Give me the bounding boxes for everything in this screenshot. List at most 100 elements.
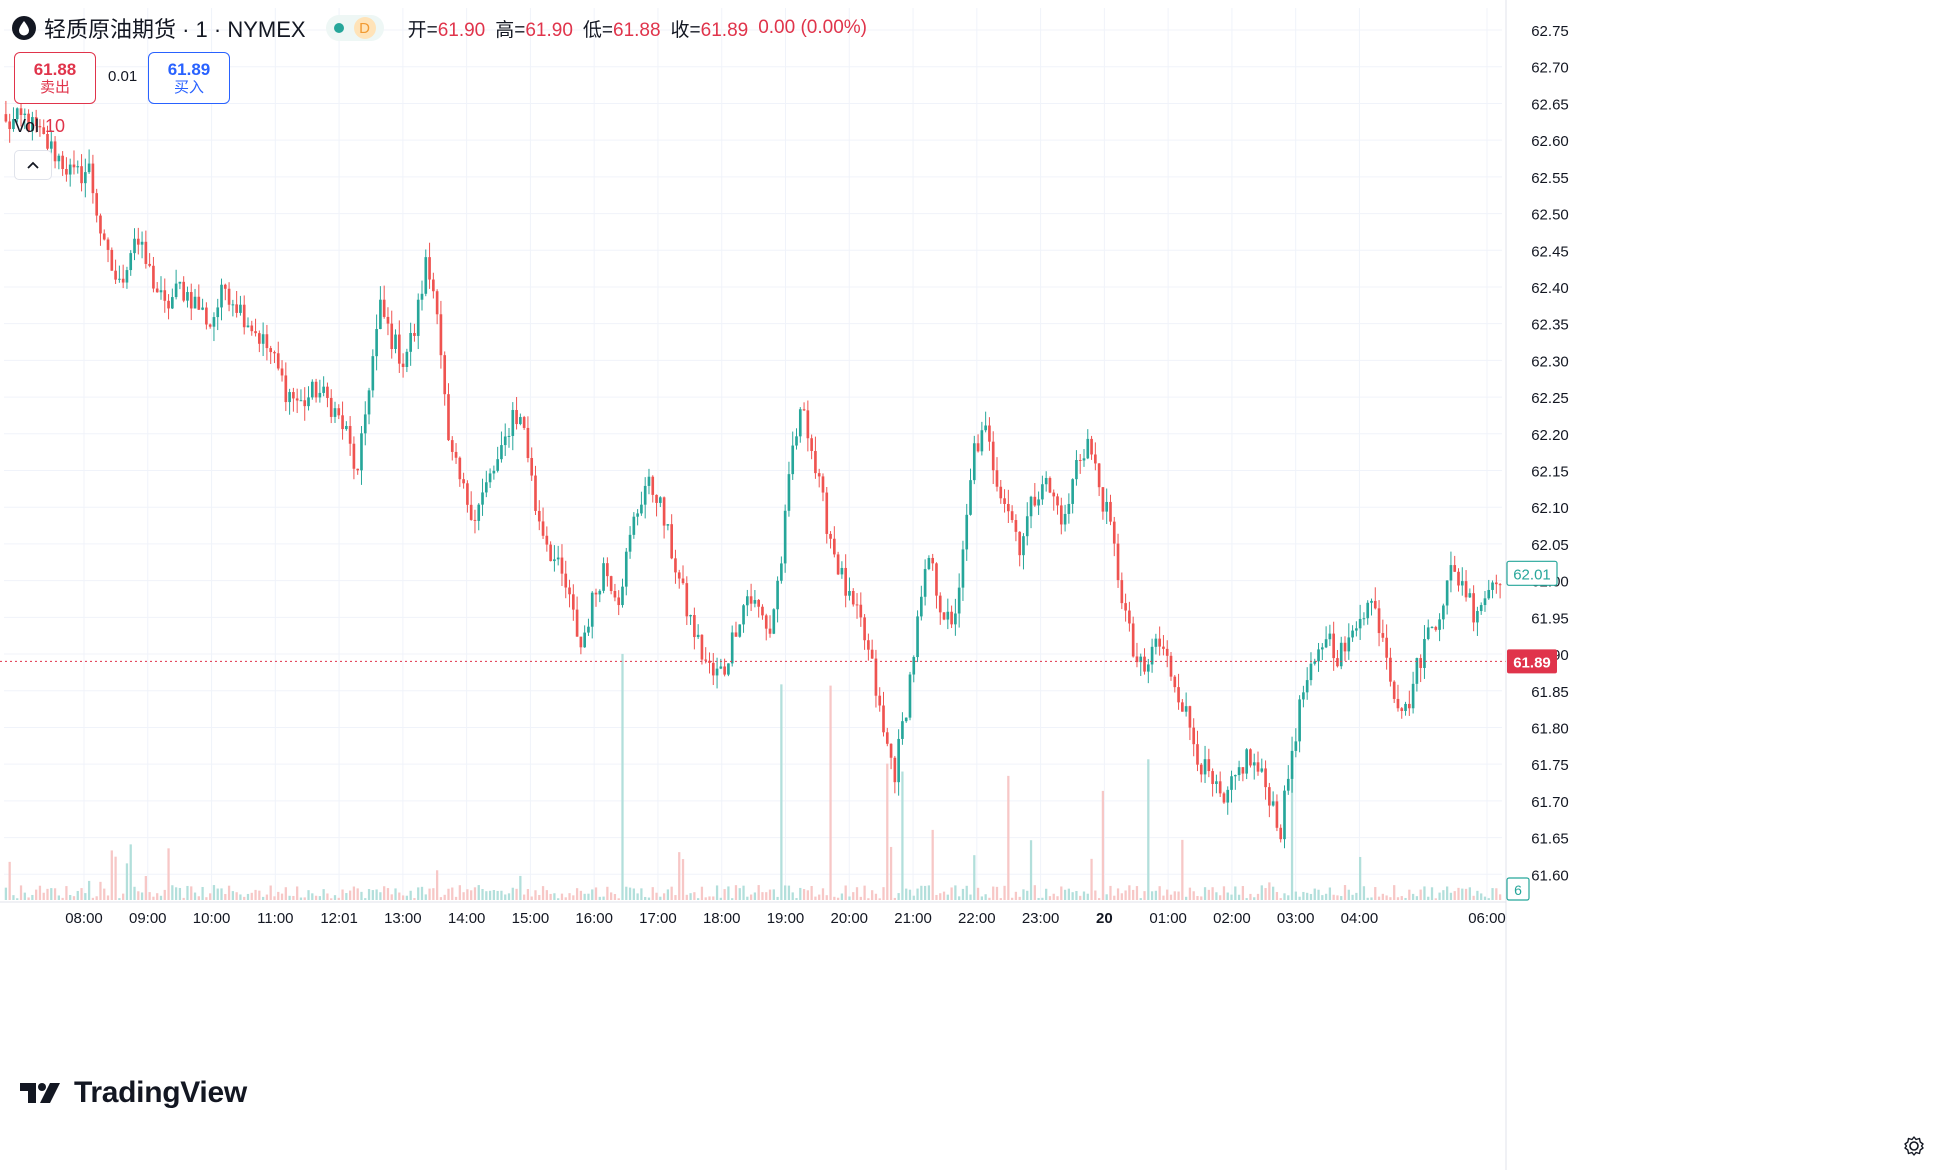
volume-bar: [946, 894, 949, 900]
candle: [1355, 621, 1358, 637]
volume-bar: [1143, 891, 1146, 900]
candle: [708, 652, 711, 674]
volume-bar: [1150, 891, 1154, 900]
candle: [205, 302, 208, 330]
candle: [1302, 685, 1305, 708]
volume-bar: [443, 894, 446, 900]
sell-label: 卖出: [39, 78, 70, 96]
volume-bar: [1321, 895, 1324, 900]
volume-bar: [912, 895, 915, 900]
volume-bar: [973, 855, 976, 900]
volume-bar: [261, 896, 265, 900]
candle: [1256, 751, 1260, 776]
buy-button[interactable]: 61.89 买入: [148, 52, 230, 104]
volume-bar: [1169, 894, 1173, 900]
volume-bar: [1045, 888, 1048, 900]
candle: [863, 614, 866, 650]
volume-bar: [432, 888, 435, 900]
volume-bar: [1166, 889, 1169, 900]
candle: [114, 259, 117, 285]
candle: [492, 465, 496, 480]
volume-bar: [326, 893, 329, 900]
candle: [534, 465, 537, 516]
volume-bar: [670, 886, 673, 900]
volume-bar: [923, 885, 927, 900]
candle: [118, 265, 121, 283]
volume-bar: [375, 889, 378, 900]
candle: [670, 514, 673, 560]
volume-bar: [1135, 886, 1139, 900]
volume-bar: [118, 898, 121, 900]
volume-bar: [1079, 895, 1082, 900]
symbol-title[interactable]: 轻质原油期货 · 1 · NYMEX: [44, 17, 306, 42]
sell-button[interactable]: 61.88 卖出: [14, 52, 96, 104]
candle: [1389, 647, 1392, 687]
volume-bar: [269, 885, 272, 900]
price-tick-label: 62.25: [1531, 390, 1569, 407]
volume-bar: [810, 885, 813, 900]
candle: [1464, 570, 1468, 602]
candle: [466, 480, 469, 513]
volume-bar: [942, 891, 946, 900]
volume-bar: [1264, 888, 1267, 900]
chart-grid: [4, 8, 1502, 900]
volume-bar: [984, 894, 987, 900]
volume-bar: [1272, 886, 1275, 900]
candle: [689, 614, 692, 625]
chart-settings-button[interactable]: [1900, 1132, 1928, 1160]
candle: [1131, 616, 1135, 658]
candle: [152, 256, 155, 293]
candle: [246, 317, 250, 328]
volume-bar: [424, 894, 427, 900]
volume-bar: [659, 896, 662, 900]
volume-bar: [519, 875, 522, 900]
volume-bar: [1491, 888, 1494, 900]
volume-bar: [496, 890, 499, 900]
volume-bar: [492, 890, 496, 900]
candle: [276, 341, 280, 371]
volume-bar: [564, 897, 567, 900]
volume-bar: [1374, 887, 1377, 900]
candle: [401, 353, 405, 378]
price-axis[interactable]: 62.75 62.70 62.65 62.60 62.55 62.50 62.45 62.40…: [1505, 0, 1569, 1170]
volume-bar: [908, 889, 912, 900]
volume-legend[interactable]: Vol 10: [14, 116, 65, 137]
volume-bar: [734, 885, 738, 900]
candle: [1415, 657, 1419, 692]
buy-price: 61.89: [167, 59, 211, 79]
candle: [984, 411, 987, 433]
tradingview-logo[interactable]: TradingView: [20, 1076, 247, 1110]
market-status-pill[interactable]: D: [325, 15, 384, 41]
candle: [541, 507, 545, 539]
candle: [988, 417, 991, 451]
volume-bar: [451, 887, 454, 900]
volume-bar: [784, 885, 787, 900]
volume-bar: [768, 889, 772, 900]
time-tick-label: 18:00: [703, 910, 741, 927]
candle: [1215, 774, 1218, 794]
candle: [53, 136, 57, 169]
time-tick-label: 03:00: [1277, 910, 1315, 927]
volume-bar: [1396, 897, 1400, 900]
candle: [23, 108, 27, 130]
candle: [307, 386, 310, 411]
candle: [159, 276, 163, 300]
volume-bar: [61, 897, 64, 900]
candle: [904, 717, 908, 723]
ohlc-low: 低=61.88: [582, 19, 661, 41]
ohlc-close: 收=61.89: [670, 19, 749, 41]
candle: [284, 362, 288, 412]
volume-bar: [1181, 839, 1184, 900]
candle: [931, 553, 935, 571]
volume-bar: [137, 891, 140, 900]
candle: [662, 496, 666, 539]
candle: [840, 561, 844, 579]
candle: [1181, 699, 1184, 712]
candle: [265, 324, 269, 361]
volume-bar: [818, 894, 821, 900]
collapse-legend-button[interactable]: [14, 150, 52, 180]
volume-bar: [4, 887, 8, 900]
time-axis[interactable]: 08:00 09:00 10:00 11:00 12:01 13:00 14:00 15:00…: [0, 901, 1506, 927]
candle: [269, 345, 273, 364]
